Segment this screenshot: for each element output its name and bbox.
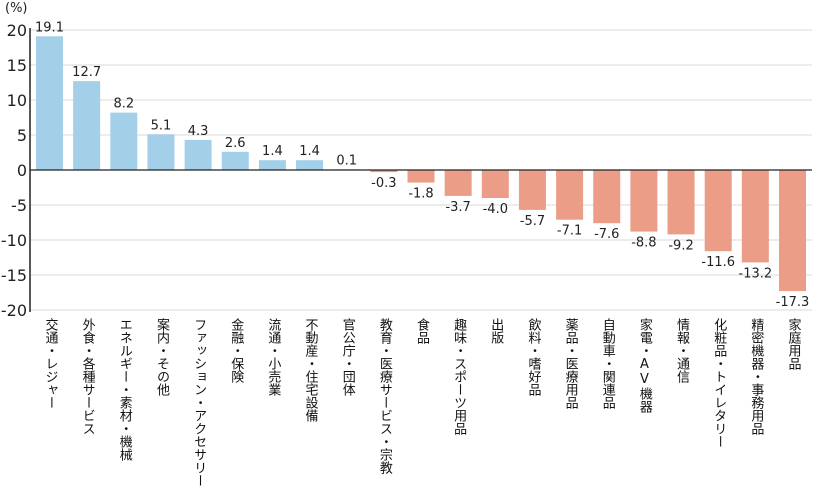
bar [407,170,435,183]
category-label: 流通・小売業 [265,318,281,396]
y-tick-label: 5 [17,126,27,145]
bar [258,160,286,170]
category-label: 薬品・医療用品 [562,318,578,409]
category-label: 金融・保険 [228,318,244,383]
bar [221,151,249,170]
y-tick-label: -10 [1,231,27,250]
bar [444,170,472,196]
bar [556,170,584,220]
category-label: 家電・AV機器 [636,318,652,413]
category-label: 自動車・関連品 [599,318,615,409]
bar [518,170,546,210]
data-label: 0.1 [336,153,357,168]
y-tick-label: 0 [17,161,27,180]
data-label: 1.4 [262,144,283,159]
category-label: 教育・医療サービス・宗教 [376,318,392,474]
data-label: -0.3 [371,176,396,191]
bar [110,112,138,170]
category-label: 外食・各種サービス [79,318,95,435]
data-label: 2.6 [225,136,246,151]
data-label: 1.4 [299,144,320,159]
y-tick-label: -5 [11,196,27,215]
category-label: 交通・レジャー [42,318,58,409]
bar [147,134,175,170]
data-label: -3.7 [445,200,470,215]
data-label: -4.0 [483,202,508,217]
data-label: -1.8 [408,187,433,202]
bar [779,170,806,292]
bar [630,170,658,232]
category-label: エネルギー・素材・機械 [116,318,132,461]
category-label: 食品 [414,318,429,344]
data-label: 4.3 [188,124,209,139]
data-label: 8.2 [113,97,134,112]
y-tick-label: -15 [1,266,27,285]
category-label: ファッション・アクセサリー [191,318,207,487]
bar [667,170,695,235]
y-tick-label: -20 [1,301,27,320]
data-label: -11.6 [701,255,735,270]
bar [593,170,621,224]
category-label: 不動産・住宅設備 [302,318,318,422]
data-label: -7.1 [557,224,582,239]
data-label: -8.8 [631,236,656,251]
data-label: -17.3 [776,295,810,310]
data-label: -13.2 [739,266,773,281]
bar [36,36,63,170]
category-label: 化粧品・トイレタリー [711,318,727,448]
y-tick-label: 10 [7,91,27,110]
y-tick-label: 20 [7,21,27,40]
bar [296,160,324,170]
bar [704,170,732,252]
category-label: 飲料・嗜好品 [525,318,541,396]
data-label: -5.7 [520,214,545,229]
data-label: -7.6 [594,227,619,242]
bar [370,170,398,173]
category-label: 情報・通信 [674,318,690,383]
category-label: 精密機器・事務用品 [748,318,764,435]
data-label: 19.1 [35,20,64,35]
category-label: 趣味・スポーツ用品 [451,318,467,435]
bar [184,139,212,170]
category-label: 官公庁・団体 [339,318,355,396]
category-label: 案内・その他 [153,318,169,396]
y-axis-unit-label: (%) [5,1,28,16]
bar [481,170,509,198]
data-label: 12.7 [72,65,101,80]
y-tick-label: 15 [7,56,27,75]
data-label: -9.2 [668,238,693,253]
category-label: 出版 [488,318,504,344]
bar [73,81,101,170]
bar [741,170,769,263]
data-label: 5.1 [151,118,172,133]
category-label: 家庭用品 [785,318,801,370]
